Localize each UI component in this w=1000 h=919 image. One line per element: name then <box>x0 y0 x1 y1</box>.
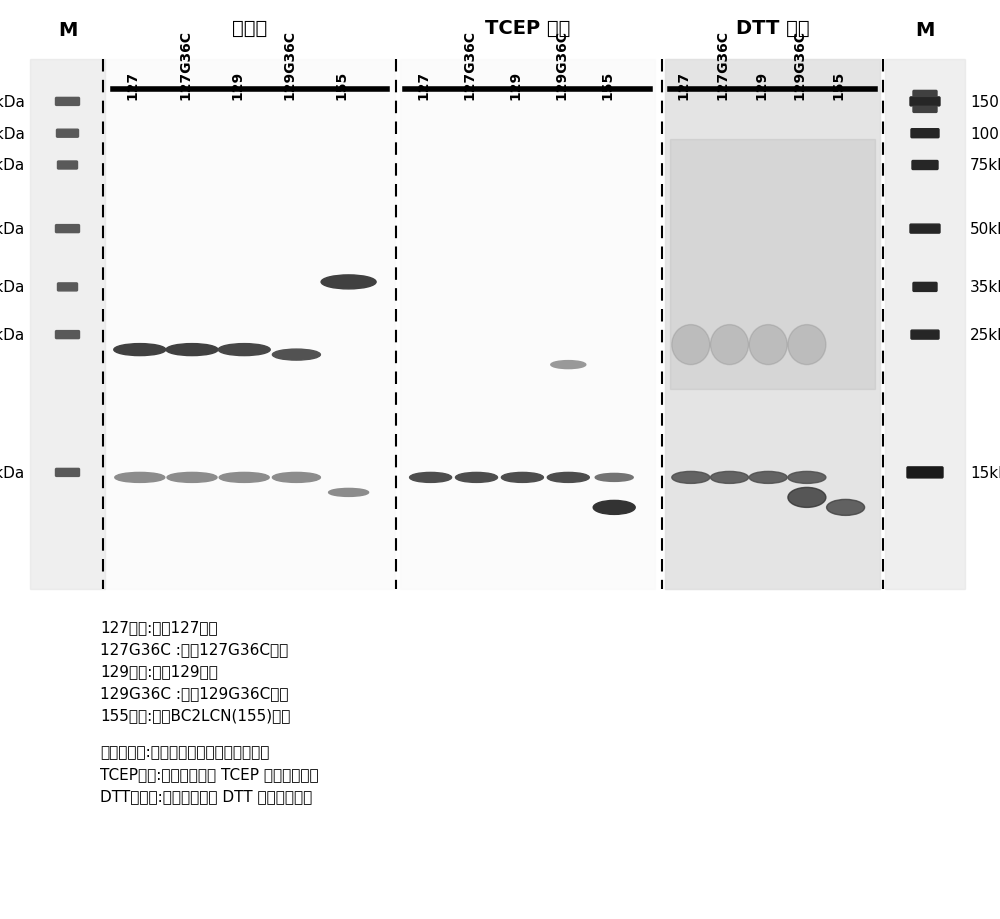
Bar <box>665 60 880 589</box>
Ellipse shape <box>749 325 787 365</box>
Text: 非还原　　:参考例１中的非还原试样溶液: 非还原 :参考例１中的非还原试样溶液 <box>100 744 269 759</box>
Ellipse shape <box>167 473 217 482</box>
Text: 100kDa: 100kDa <box>970 127 1000 142</box>
FancyBboxPatch shape <box>56 225 80 233</box>
Text: 129G36C: 129G36C <box>282 30 296 100</box>
Ellipse shape <box>219 473 269 482</box>
Text: 25kDa: 25kDa <box>970 328 1000 343</box>
Ellipse shape <box>115 473 165 482</box>
Text: M: M <box>915 21 935 40</box>
Text: 127: 127 <box>417 71 431 100</box>
Bar <box>670 140 875 390</box>
Ellipse shape <box>329 489 369 497</box>
Text: 127G36C: 127G36C <box>462 30 477 100</box>
FancyBboxPatch shape <box>56 130 78 138</box>
Text: 75kDa: 75kDa <box>970 158 1000 174</box>
Ellipse shape <box>321 276 376 289</box>
FancyBboxPatch shape <box>910 97 940 107</box>
FancyBboxPatch shape <box>907 468 943 479</box>
Text: 150kDa: 150kDa <box>0 95 25 109</box>
FancyBboxPatch shape <box>56 469 80 477</box>
Text: 50kDa: 50kDa <box>970 221 1000 237</box>
Text: 127: 127 <box>677 71 691 100</box>
Ellipse shape <box>788 325 826 365</box>
Text: 35kDa: 35kDa <box>970 280 1000 295</box>
Text: 129: 129 <box>508 71 522 100</box>
Text: 129: 129 <box>230 71 244 100</box>
FancyBboxPatch shape <box>912 162 938 170</box>
Text: 127G36C: 127G36C <box>716 30 730 100</box>
Text: 127: 127 <box>126 71 140 100</box>
Text: 35kDa: 35kDa <box>0 280 25 295</box>
Ellipse shape <box>672 325 710 365</box>
FancyBboxPatch shape <box>58 162 78 170</box>
Bar <box>105 60 395 589</box>
Text: 127　　:纯化127溶液: 127 :纯化127溶液 <box>100 619 218 634</box>
Bar <box>30 60 105 589</box>
Text: 127G36C :纯化127G36C溶液: 127G36C :纯化127G36C溶液 <box>100 641 288 656</box>
Ellipse shape <box>788 488 826 508</box>
Bar <box>400 60 655 589</box>
Text: 155: 155 <box>335 71 349 100</box>
Text: TCEP 还原: TCEP 还原 <box>485 19 570 38</box>
Ellipse shape <box>114 345 166 357</box>
FancyBboxPatch shape <box>913 283 937 292</box>
Ellipse shape <box>827 500 865 516</box>
Text: M: M <box>58 21 77 40</box>
FancyBboxPatch shape <box>56 98 80 107</box>
Ellipse shape <box>788 471 826 484</box>
FancyBboxPatch shape <box>910 225 940 233</box>
Text: 25kDa: 25kDa <box>0 328 25 343</box>
Text: 50kDa: 50kDa <box>0 221 25 237</box>
Text: 127G36C: 127G36C <box>178 30 192 100</box>
Ellipse shape <box>672 471 710 484</box>
Ellipse shape <box>410 473 452 482</box>
Ellipse shape <box>218 345 270 357</box>
Text: 100kDa: 100kDa <box>0 127 25 142</box>
Text: 150kDa: 150kDa <box>970 95 1000 109</box>
Ellipse shape <box>547 473 589 482</box>
Text: 129G36C: 129G36C <box>793 30 807 100</box>
Text: 155: 155 <box>832 71 846 100</box>
Text: 15kDa: 15kDa <box>0 465 25 481</box>
FancyBboxPatch shape <box>911 130 939 139</box>
Ellipse shape <box>456 473 498 482</box>
Ellipse shape <box>710 325 748 365</box>
FancyBboxPatch shape <box>56 331 80 339</box>
Ellipse shape <box>166 345 218 357</box>
Text: 129　　:纯化129溶液: 129 :纯化129溶液 <box>100 664 218 678</box>
FancyBboxPatch shape <box>909 469 941 477</box>
Text: 15kDa: 15kDa <box>970 465 1000 481</box>
Ellipse shape <box>551 361 586 369</box>
FancyBboxPatch shape <box>58 284 78 291</box>
Ellipse shape <box>501 473 543 482</box>
Ellipse shape <box>593 501 635 515</box>
Text: 129G36C: 129G36C <box>554 30 568 100</box>
FancyBboxPatch shape <box>913 108 937 113</box>
Text: 155　　:纯化BC2LCN(155)溶液: 155 :纯化BC2LCN(155)溶液 <box>100 708 290 722</box>
Text: DTT 还原: DTT 还原 <box>736 19 809 38</box>
FancyBboxPatch shape <box>913 91 937 97</box>
Text: 非还原: 非还原 <box>232 19 268 38</box>
Bar <box>885 60 965 589</box>
Text: 75kDa: 75kDa <box>0 158 25 174</box>
Ellipse shape <box>749 471 787 484</box>
Text: DTT还原　:参考例１中的 DTT 还原试样溶液: DTT还原 :参考例１中的 DTT 还原试样溶液 <box>100 789 312 803</box>
Text: TCEP还原:参考例１中的 TCEP 还原试样溶液: TCEP还原:参考例１中的 TCEP 还原试样溶液 <box>100 766 319 781</box>
Text: 129G36C :纯化129G36C溶液: 129G36C :纯化129G36C溶液 <box>100 686 288 700</box>
FancyBboxPatch shape <box>911 331 939 340</box>
Bar <box>665 60 880 589</box>
Ellipse shape <box>272 473 320 482</box>
Text: 129: 129 <box>754 71 768 100</box>
Ellipse shape <box>272 350 320 361</box>
Text: 155: 155 <box>600 71 614 100</box>
Ellipse shape <box>595 474 633 482</box>
Ellipse shape <box>710 471 748 484</box>
